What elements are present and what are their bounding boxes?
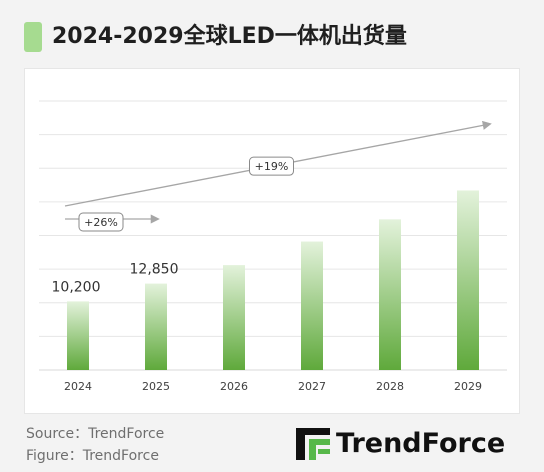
grid-lines — [39, 100, 507, 371]
data-label: 12,850 — [130, 262, 179, 278]
source-text: Source：TrendForce — [26, 426, 165, 442]
growth-arrows: +26% +19% — [64, 120, 492, 232]
x-tick-label: 2029 — [454, 380, 482, 393]
x-tick-label: 2024 — [64, 380, 92, 393]
figure-text: Figure：TrendForce — [26, 448, 159, 464]
x-tick-label: 2025 — [142, 380, 170, 393]
bars — [67, 190, 479, 370]
labels: 2024 10,200 2025 12,850 2026 2027 2028 2029 — [52, 262, 483, 393]
data-label: 10,200 — [52, 279, 101, 295]
bar-2028 — [379, 219, 401, 370]
trendforce-logo-text: TrendForce — [336, 428, 506, 459]
growth-label-box — [78, 212, 124, 232]
x-tick-label: 2027 — [298, 380, 326, 393]
x-tick-label: 2028 — [376, 380, 404, 393]
bar-2027 — [301, 241, 323, 370]
growth-label-box — [249, 156, 294, 176]
growth-label: +26% — [84, 216, 118, 229]
trendforce-logo-icon — [296, 428, 330, 460]
chart-title: 2024-2029全球LED一体机出货量 — [52, 24, 407, 49]
chart-panel: +26% +19% 2024 10,200 2025 12,850 2026 2027 202… — [24, 68, 520, 414]
x-tick-label: 2026 — [220, 380, 248, 393]
bar-2024 — [67, 301, 89, 370]
growth-label: +19% — [255, 160, 289, 173]
bar-2026 — [223, 265, 245, 370]
bar-2029 — [457, 190, 479, 370]
title-accent-bar — [24, 22, 42, 52]
bar-2025 — [145, 283, 167, 370]
